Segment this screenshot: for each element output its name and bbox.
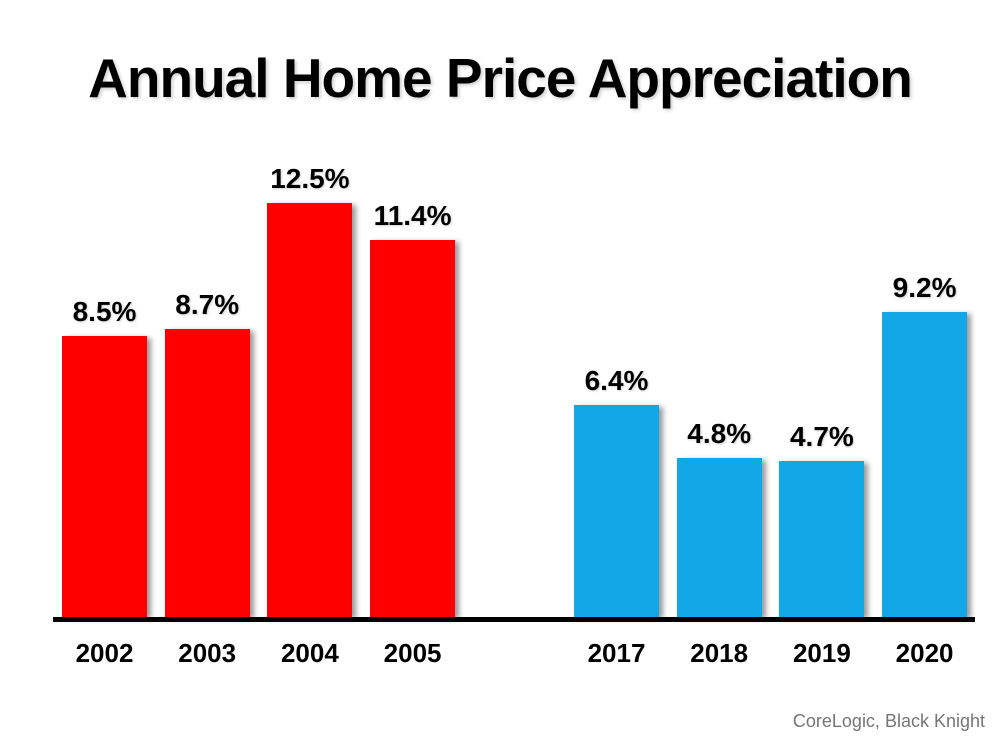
x-axis-line (53, 617, 975, 622)
year-label-2002: 2002 (75, 638, 134, 668)
value-label-2019: 4.7% (789, 421, 854, 453)
year-label-2017: 2017 (587, 638, 646, 668)
bar-2004 (267, 203, 353, 617)
year-label-2019: 2019 (792, 638, 851, 668)
source-attribution: CoreLogic, Black Knight (792, 711, 985, 731)
bar-2002 (62, 335, 147, 617)
year-label-2003: 2003 (178, 638, 237, 668)
year-label-2005: 2005 (383, 638, 442, 668)
year-label-2004: 2004 (280, 638, 339, 668)
bar-2005 (370, 239, 456, 617)
bar-2019 (779, 461, 865, 617)
chart-title: Annual Home Price Appreciation (88, 47, 913, 109)
bar-2017 (574, 405, 659, 617)
value-label-2017: 6.4% (584, 365, 649, 397)
value-label-2018: 4.8% (687, 418, 752, 450)
year-label-2018: 2018 (690, 638, 749, 668)
value-label-2003: 8.7% (175, 289, 240, 321)
value-label-2005: 11.4% (373, 199, 452, 231)
value-label-2020: 9.2% (892, 272, 957, 304)
bar-2018 (676, 458, 762, 617)
value-label-2004: 12.5% (270, 163, 350, 195)
value-label-2002: 8.5% (72, 295, 137, 327)
year-label-2020: 2020 (895, 638, 954, 668)
bar-2003 (164, 329, 250, 617)
bar-2020 (882, 312, 968, 617)
